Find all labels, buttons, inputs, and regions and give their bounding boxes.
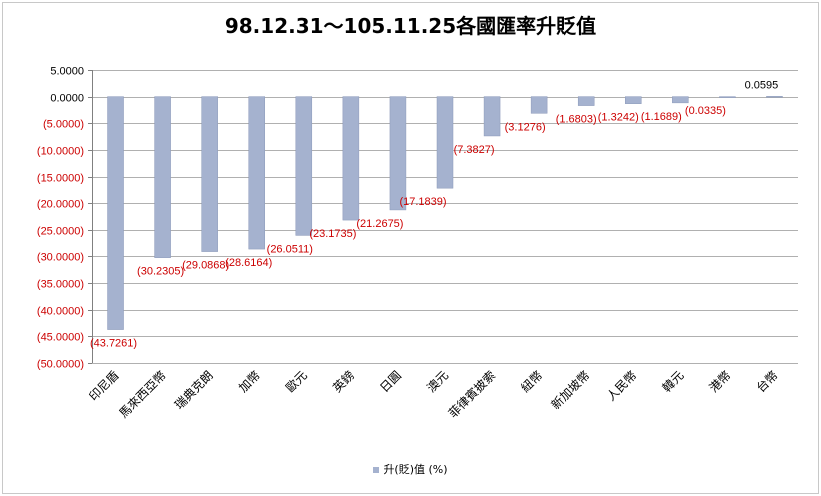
x-tick-label: 澳元	[424, 368, 451, 395]
bar	[719, 96, 736, 98]
bar	[577, 96, 595, 106]
x-tick-label: 新加坡幣	[548, 368, 593, 413]
bar	[342, 96, 360, 221]
x-tick-label: 英鎊	[329, 368, 357, 396]
bars	[107, 96, 783, 330]
x-tick-label: 菲律賓披索	[445, 368, 498, 421]
data-label: (3.1276)	[505, 121, 546, 133]
bar	[625, 96, 642, 104]
bar	[766, 96, 783, 98]
bar	[154, 96, 171, 258]
y-tick-label: (30.0000)	[37, 252, 84, 264]
y-tick-label: (35.0000)	[37, 279, 84, 291]
bar	[295, 96, 313, 236]
bar	[530, 96, 548, 114]
bar	[436, 96, 454, 189]
data-label: (28.6164)	[225, 257, 272, 269]
y-axis-ticks: 5.0000 0.0000 (5.0000) (10.0000) (15.0000) (2…	[37, 66, 84, 371]
y-tick-label: (10.0000)	[37, 146, 84, 158]
x-tick-label: 馬來西亞幣	[116, 368, 168, 420]
bar	[483, 96, 501, 137]
bar	[107, 96, 124, 330]
data-label: (26.0511)	[267, 243, 313, 255]
x-tick-label: 印尼盾	[86, 368, 121, 403]
data-label: (17.1839)	[399, 196, 446, 208]
data-label: (21.2675)	[356, 218, 403, 230]
x-tick-label: 瑞典克朗	[172, 368, 216, 412]
y-tick-label: (25.0000)	[37, 226, 84, 238]
y-tick-label: 5.0000	[50, 66, 84, 78]
data-label: (1.1689)	[641, 111, 682, 123]
data-label: (1.3242)	[598, 112, 639, 124]
legend: 升(貶)值 (%)	[0, 461, 821, 477]
data-label: (0.0335)	[685, 105, 726, 117]
data-label: (30.2305)	[137, 266, 184, 278]
data-labels: (43.7261) (30.2305)(29.0868)(28.6164) (26.…	[90, 79, 778, 349]
x-tick-label: 日圓	[377, 368, 404, 395]
data-label: (1.6803)	[556, 114, 597, 126]
y-tick-label: (15.0000)	[37, 173, 84, 185]
data-label: (7.3827)	[454, 144, 495, 156]
y-tick-label: (45.0000)	[37, 332, 84, 344]
y-tick-label: (50.0000)	[37, 359, 84, 371]
data-label: (29.0868)	[182, 260, 229, 272]
x-tick-label: 紐幣	[518, 368, 545, 395]
legend-label: 升(貶)值 (%)	[383, 463, 448, 476]
x-tick-label: 人民幣	[604, 368, 639, 403]
bar	[672, 96, 689, 104]
x-tick-label: 台幣	[753, 368, 781, 396]
y-tick-label: (20.0000)	[37, 199, 84, 211]
data-label: (43.7261)	[90, 338, 137, 350]
y-tick-label: 0.0000	[50, 93, 84, 105]
legend-swatch	[373, 467, 380, 473]
data-label: (23.1735)	[309, 228, 356, 240]
bar	[201, 96, 218, 252]
x-tick-label: 加幣	[236, 368, 263, 395]
x-tick-label: 歐元	[282, 368, 310, 396]
bar	[389, 96, 407, 211]
y-tick-label: (40.0000)	[37, 306, 84, 318]
x-tick-label: 韓元	[660, 368, 687, 395]
data-label: 0.0595	[745, 79, 779, 91]
y-tick-label: (5.0000)	[43, 119, 84, 131]
chart-title: 98.12.31～105.11.25各國匯率升貶值	[224, 14, 597, 38]
x-tick-label: 港幣	[707, 368, 734, 395]
bar	[248, 96, 265, 250]
